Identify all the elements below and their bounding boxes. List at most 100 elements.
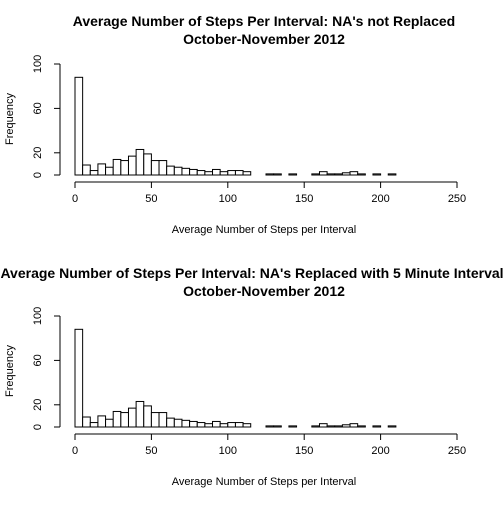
x-axis-label: Average Number of Steps per Interval xyxy=(172,476,356,488)
histogram-bar xyxy=(334,173,343,176)
histogram-bar xyxy=(326,425,336,428)
y-tick-label: 60 xyxy=(32,354,44,366)
x-tick-label: 100 xyxy=(219,445,237,457)
histogram-bar xyxy=(357,425,366,428)
histogram-bar xyxy=(120,412,129,428)
histogram-bar xyxy=(127,407,137,428)
y-axis-label: Frequency xyxy=(4,93,16,145)
histogram-bar xyxy=(166,417,175,428)
x-tick-label: 0 xyxy=(72,445,78,457)
histogram-bar xyxy=(318,171,328,176)
histogram-bar xyxy=(212,168,221,176)
histogram-bar xyxy=(74,76,84,176)
x-tick-label: 250 xyxy=(448,445,466,457)
histogram-bar xyxy=(357,173,366,176)
histogram-bar xyxy=(196,422,206,428)
chart-title: Average Number of Steps Per Interval: NA… xyxy=(0,265,503,281)
histogram-bar xyxy=(74,328,84,428)
histogram-bar xyxy=(234,422,244,428)
histogram-panel-bottom: Average Number of Steps Per Interval: NA… xyxy=(0,265,503,488)
chart-title: Average Number of Steps Per Interval: NA… xyxy=(73,13,455,29)
x-tick-label: 50 xyxy=(145,193,157,205)
histogram-bar xyxy=(212,420,221,428)
histogram-bar xyxy=(166,165,175,176)
histogram-bar xyxy=(234,170,244,176)
histogram-bar xyxy=(288,173,298,176)
chart-subtitle: October-November 2012 xyxy=(183,31,345,47)
x-tick-label: 150 xyxy=(295,193,313,205)
histogram-bar xyxy=(135,400,145,428)
x-tick-label: 100 xyxy=(219,193,237,205)
histogram-bar xyxy=(349,171,359,176)
y-tick-label: 0 xyxy=(32,172,44,178)
histogram-bar xyxy=(227,170,236,176)
histogram-bar xyxy=(143,405,152,428)
histogram-bar xyxy=(120,160,129,176)
histogram-bar xyxy=(326,173,336,176)
histogram-bar xyxy=(242,171,252,176)
x-axis-label: Average Number of Steps per Interval xyxy=(172,224,356,236)
histogram-bar xyxy=(265,173,275,176)
histogram-bar xyxy=(219,171,229,176)
x-tick-label: 0 xyxy=(72,193,78,205)
x-tick-label: 50 xyxy=(145,445,157,457)
histogram-bar xyxy=(341,424,351,428)
y-tick-label: 100 xyxy=(32,307,44,325)
x-tick-label: 250 xyxy=(448,193,466,205)
histogram-bar xyxy=(181,419,191,428)
bars xyxy=(74,76,397,176)
histogram-bar xyxy=(311,425,320,428)
histogram-bar xyxy=(89,170,99,176)
histogram-bar xyxy=(219,423,229,428)
histogram-bar xyxy=(196,170,206,176)
histogram-bar xyxy=(334,425,343,428)
histogram-bar xyxy=(105,418,114,428)
histogram-bar xyxy=(143,153,152,176)
histogram-bar xyxy=(150,160,160,176)
y-tick-label: 100 xyxy=(32,55,44,73)
histogram-bar xyxy=(89,422,99,428)
x-tick-label: 150 xyxy=(295,445,313,457)
histogram-bar xyxy=(242,423,252,428)
y-tick-label: 60 xyxy=(32,102,44,114)
histogram-bar xyxy=(158,160,168,176)
histogram-bar xyxy=(265,425,275,428)
y-tick-label: 0 xyxy=(32,424,44,430)
histogram-bar xyxy=(82,416,91,428)
histogram-bar xyxy=(189,168,198,176)
histogram-bar xyxy=(97,163,107,176)
x-tick-label: 200 xyxy=(371,193,389,205)
histogram-bar xyxy=(318,423,328,428)
histogram-bar xyxy=(372,173,382,176)
histogram-bar xyxy=(173,166,183,176)
histogram-bar xyxy=(173,418,183,428)
histogram-bar xyxy=(127,155,137,176)
y-axis: 0 20 60 100 xyxy=(32,55,61,178)
histogram-bar xyxy=(273,425,282,428)
y-tick-label: 20 xyxy=(32,147,44,159)
bars xyxy=(74,328,397,428)
y-axis-label: Frequency xyxy=(4,345,16,397)
histogram-panel-top: Average Number of Steps Per Interval: NA… xyxy=(4,13,466,236)
histogram-bar xyxy=(150,412,160,428)
histogram-bar xyxy=(135,148,145,176)
y-axis: 0 20 60 100 xyxy=(32,307,61,430)
histogram-bar xyxy=(112,410,122,428)
histogram-bar xyxy=(105,166,114,176)
histogram-bar xyxy=(387,425,397,428)
chart-subtitle: October-November 2012 xyxy=(183,283,345,299)
histogram-bar xyxy=(387,173,397,176)
histogram-bar xyxy=(227,422,236,428)
histogram-bar xyxy=(97,415,107,428)
histogram-bar xyxy=(349,423,359,428)
histogram-bar xyxy=(341,172,351,176)
histogram-bar xyxy=(189,420,198,428)
histogram-bar xyxy=(204,171,214,176)
histogram-bar xyxy=(204,423,214,428)
histogram-bar xyxy=(288,425,298,428)
x-axis: 0 50 100 150 200 250 xyxy=(72,433,466,457)
histogram-bar xyxy=(273,173,282,176)
histogram-bar xyxy=(311,173,320,176)
x-axis: 0 50 100 150 200 250 xyxy=(72,181,466,205)
